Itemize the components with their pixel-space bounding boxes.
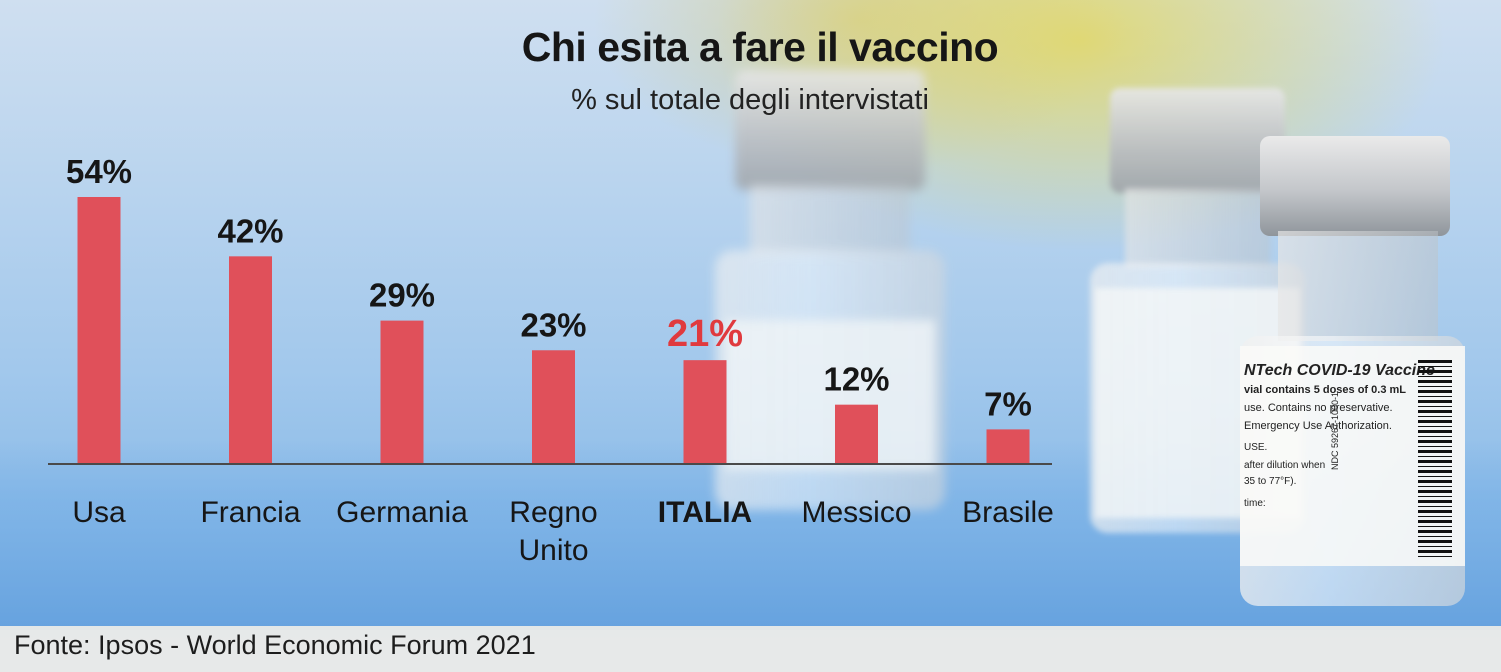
value-label-messico: 12% [823, 361, 889, 398]
bar-francia [229, 256, 272, 464]
category-labels-group: Usa Francia Germania Regno Unito ITALIA Messic… [72, 496, 1054, 567]
vial-label-line-3: use. Contains no preservative. [1244, 402, 1393, 414]
category-label-messico: Messico [801, 496, 911, 529]
chart-subtitle: % sul totale degli intervistati [571, 84, 929, 116]
bar-usa [77, 197, 121, 464]
category-label-francia: Francia [200, 496, 300, 529]
vial-label-line-5: USE. [1244, 442, 1268, 453]
value-label-italia: 21% [667, 313, 743, 355]
value-label-francia: 42% [217, 212, 283, 249]
vial-barcode [1418, 360, 1452, 560]
vial-label-line-1: NTech COVID-19 Vaccine [1244, 362, 1435, 379]
chart-title: Chi esita a fare il vaccino [521, 24, 999, 70]
value-label-germania: 29% [369, 277, 435, 314]
category-label-italia: ITALIA [658, 496, 752, 529]
bar-italia [683, 360, 727, 464]
value-labels-group: 54% 42% 29% 23% 21% 12% 7% [66, 153, 1032, 422]
vial-label-line-8: time: [1244, 498, 1266, 509]
value-label-brasile: 7% [984, 385, 1032, 422]
value-label-usa: 54% [66, 153, 132, 190]
category-label-usa: Usa [72, 496, 126, 529]
value-label-regno-unito: 23% [520, 306, 586, 343]
source-note: Fonte: Ipsos - World Economic Forum 2021 [14, 630, 536, 660]
footer-bar [0, 626, 1501, 672]
category-label-regno-unito: Regno Unito [509, 496, 597, 567]
bar-germania [380, 320, 424, 464]
vial-label-line-4: Emergency Use Authorization. [1244, 420, 1392, 432]
background-vial-left [715, 70, 945, 510]
bar-brasile [986, 429, 1030, 464]
category-label-brasile: Brasile [962, 496, 1054, 529]
vial-label-line-6: after dilution when [1244, 460, 1326, 471]
bars-group [77, 197, 1030, 464]
vial-label-line-2: vial contains 5 doses of 0.3 mL [1244, 384, 1406, 396]
category-label-germania: Germania [336, 496, 468, 529]
bar-messico [835, 404, 878, 464]
bar-regno-unito [532, 350, 575, 464]
vial-label-line-7: 35 to 77°F). [1244, 476, 1297, 487]
